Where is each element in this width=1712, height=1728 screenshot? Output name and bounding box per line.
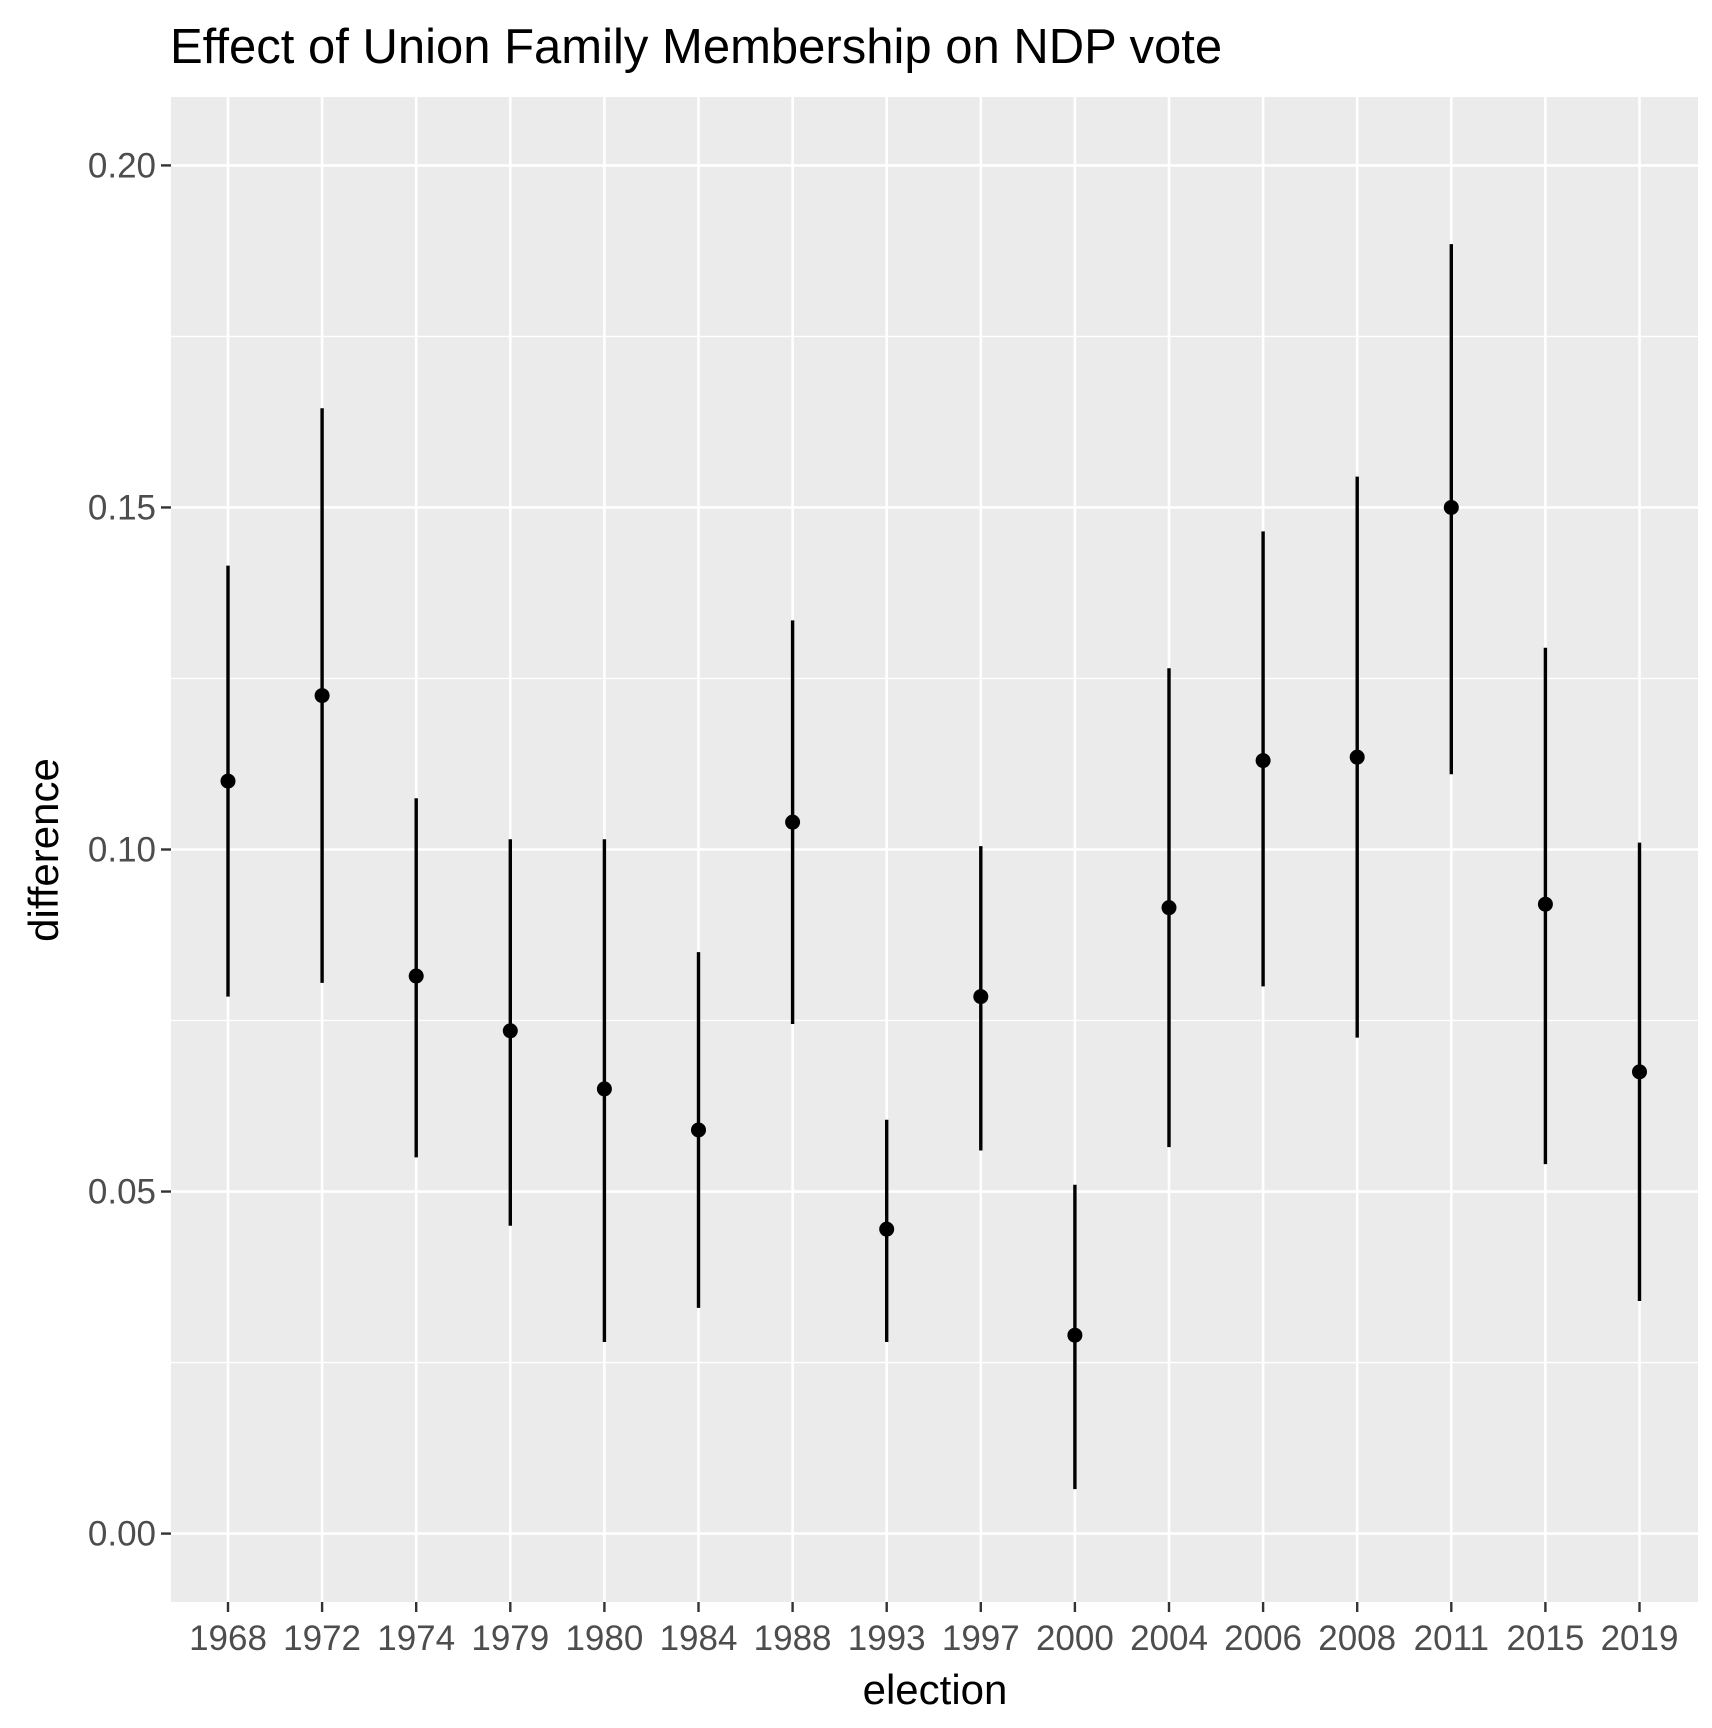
data-point — [691, 1122, 706, 1138]
data-point — [785, 814, 801, 830]
data-point — [1067, 1327, 1083, 1343]
x-tick-label: 1997 — [942, 1619, 1020, 1658]
data-marks — [220, 244, 1647, 1490]
y-tick-label: 0.10 — [88, 831, 156, 870]
x-tick-label: 2015 — [1506, 1619, 1584, 1658]
data-point — [408, 968, 424, 984]
data-point — [879, 1221, 895, 1237]
data-point — [596, 1081, 612, 1097]
x-tick-label: 2011 — [1414, 1619, 1489, 1658]
y-tick-label: 0.00 — [88, 1515, 156, 1554]
x-tick-label: 1984 — [660, 1619, 738, 1658]
x-tick-label: 1972 — [283, 1619, 361, 1658]
data-point — [1161, 900, 1177, 916]
x-tick-label: 2000 — [1036, 1619, 1114, 1658]
data-point — [1537, 896, 1553, 912]
x-tick-label: 2006 — [1224, 1619, 1302, 1658]
data-point — [1443, 499, 1459, 515]
data-point — [1632, 1064, 1647, 1080]
y-tick-label: 0.05 — [88, 1173, 156, 1212]
x-tick-label: 1979 — [471, 1619, 549, 1658]
x-tick-label: 1988 — [754, 1619, 832, 1658]
x-tick-label: 1980 — [565, 1619, 643, 1658]
data-point — [502, 1023, 518, 1039]
y-axis-title: difference — [20, 758, 67, 942]
data-point — [314, 688, 330, 704]
x-tick-label: 2019 — [1601, 1619, 1679, 1658]
axes: 0.00 0.05 0.10 0.15 0.20 1968 1972 1974 1979 1980… — [88, 146, 1679, 1658]
data-point — [1255, 753, 1271, 769]
y-tick-label: 0.15 — [88, 488, 156, 527]
x-tick-label: 2004 — [1130, 1619, 1208, 1658]
data-point — [220, 773, 236, 789]
x-tick-label: 2008 — [1318, 1619, 1396, 1658]
x-tick-label: 1968 — [189, 1619, 267, 1658]
x-axis-title: election — [863, 1666, 1008, 1713]
x-tick-label: 1974 — [377, 1619, 455, 1658]
chart-title: Effect of Union Family Membership on NDP… — [170, 20, 1222, 74]
x-tick-label: 1993 — [848, 1619, 926, 1658]
y-tick-label: 0.20 — [88, 146, 156, 185]
data-point — [1349, 749, 1365, 765]
data-point — [973, 989, 989, 1005]
